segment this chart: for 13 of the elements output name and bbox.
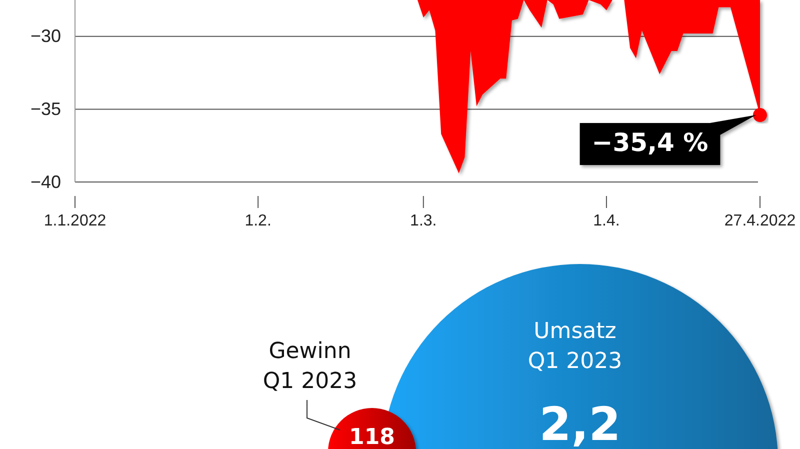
y-tick-label: −40	[30, 172, 61, 192]
x-tick-label: 1.2.	[244, 212, 272, 230]
y-tick-label: −30	[30, 26, 61, 46]
annotation: −35,4 %	[592, 128, 708, 158]
x-tick-label: 1.3.	[410, 212, 437, 230]
category-label: Umsatz Q1 2023	[528, 319, 622, 374]
text: 118	[349, 425, 395, 449]
x-tick-label: 1.4.	[593, 212, 620, 230]
y-tick-label: −35	[30, 98, 61, 119]
x-tick-label: 27.4.2022	[724, 212, 796, 230]
x-tick-label: 1.1.2022	[44, 212, 106, 230]
category-label: Gewinn Q1 2023	[262, 339, 358, 394]
text: 2,2	[539, 397, 621, 449]
